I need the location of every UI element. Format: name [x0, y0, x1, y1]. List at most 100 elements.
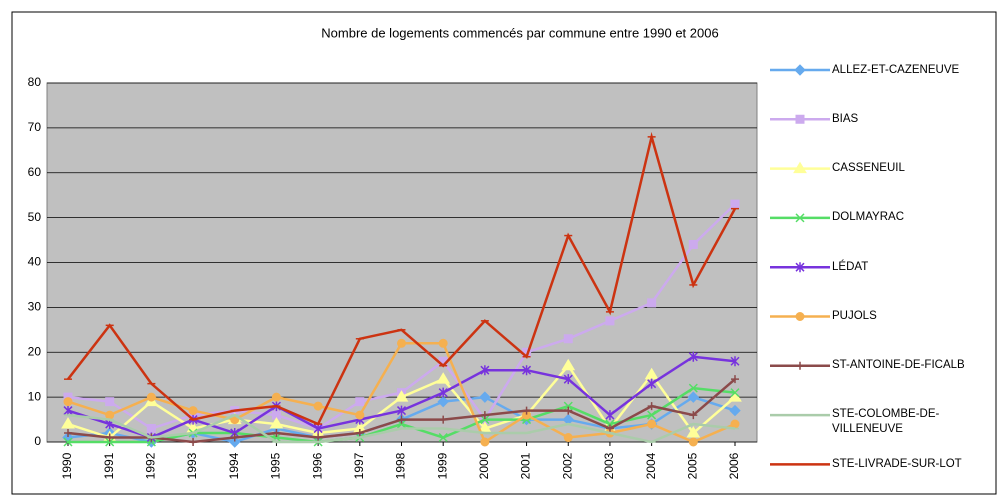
y-tick-label: 20 — [28, 344, 42, 358]
marker — [564, 406, 573, 415]
marker — [479, 391, 491, 403]
y-tick-label: 40 — [28, 255, 42, 269]
x-tick-label: 2006 — [727, 452, 741, 479]
marker — [480, 437, 490, 447]
marker — [605, 316, 615, 326]
marker — [394, 390, 409, 402]
marker — [730, 356, 740, 367]
marker — [729, 404, 741, 417]
marker — [688, 240, 698, 250]
marker — [689, 411, 698, 420]
marker — [355, 397, 365, 407]
x-tick-label: 1994 — [227, 452, 241, 479]
marker — [438, 432, 448, 443]
marker — [480, 365, 490, 376]
y-tick-label: 0 — [34, 434, 41, 448]
marker — [63, 405, 73, 416]
marker — [105, 433, 114, 442]
marker — [605, 424, 614, 433]
marker — [563, 374, 573, 385]
marker — [271, 392, 281, 402]
marker — [437, 395, 449, 408]
marker — [438, 338, 448, 348]
legend-label: DOLMAYRAC — [832, 211, 904, 224]
legend-label: LÉDAT — [832, 260, 869, 273]
x-tick-label: 1998 — [394, 452, 408, 479]
marker — [796, 361, 804, 370]
marker — [480, 415, 490, 425]
marker — [647, 410, 657, 420]
marker — [522, 365, 532, 376]
x-tick-label: 1997 — [352, 452, 366, 479]
marker — [313, 401, 323, 411]
legend-label: ALLEZ-ET-CAZENEUVE — [832, 63, 960, 76]
marker — [647, 419, 657, 429]
marker — [730, 419, 740, 429]
marker — [688, 351, 698, 362]
y-tick-label: 60 — [28, 165, 42, 179]
marker — [731, 375, 739, 384]
marker — [794, 64, 806, 76]
x-tick-label: 2004 — [644, 452, 658, 479]
x-tick-label: 2000 — [477, 452, 491, 479]
y-tick-label: 30 — [28, 300, 42, 314]
marker — [188, 406, 198, 416]
marker — [730, 199, 740, 209]
marker — [561, 358, 576, 371]
marker — [63, 437, 73, 447]
marker — [105, 410, 115, 420]
marker — [522, 406, 531, 415]
marker — [61, 417, 75, 429]
marker — [563, 334, 573, 344]
marker — [563, 433, 573, 443]
marker — [563, 401, 573, 411]
x-tick-label: 2005 — [685, 452, 699, 479]
y-tick-label: 50 — [28, 210, 42, 224]
marker — [480, 411, 489, 420]
x-tick-label: 2001 — [519, 452, 533, 479]
marker — [105, 397, 115, 407]
marker — [355, 429, 364, 438]
marker — [269, 417, 284, 429]
marker — [647, 298, 657, 308]
legend-label: BIAS — [832, 112, 859, 125]
marker — [438, 387, 448, 398]
marker — [272, 429, 281, 438]
marker — [436, 372, 451, 384]
marker — [396, 405, 407, 416]
legend-label: CASSENEUIL — [832, 162, 905, 175]
marker — [64, 429, 72, 438]
marker — [795, 312, 805, 321]
marker — [397, 338, 406, 348]
x-tick-label: 1999 — [435, 452, 449, 479]
y-tick-label: 10 — [28, 389, 42, 403]
marker — [189, 438, 198, 446]
marker — [397, 415, 406, 424]
y-tick-label: 80 — [28, 75, 42, 89]
marker — [146, 424, 156, 434]
marker — [687, 391, 700, 403]
marker — [229, 436, 241, 448]
marker — [314, 433, 323, 442]
marker — [688, 437, 698, 447]
legend-label: PUJOLS — [832, 310, 877, 322]
x-tick-label: 2002 — [560, 452, 574, 479]
x-tick-label: 1992 — [144, 452, 158, 479]
marker — [793, 161, 807, 174]
marker — [795, 114, 805, 124]
x-tick-label: 2003 — [602, 452, 616, 479]
marker — [105, 437, 115, 447]
y-tick-label: 70 — [28, 120, 42, 134]
legend-label: STE-COLOMBE-DE-VILLENEUVE — [832, 408, 940, 436]
marker — [686, 426, 701, 438]
x-tick-label: 1991 — [102, 452, 116, 479]
marker — [271, 410, 281, 420]
marker — [730, 388, 740, 398]
x-tick-label: 1996 — [310, 452, 324, 479]
marker — [647, 378, 657, 389]
marker — [230, 433, 239, 442]
legend-label: STE-LIVRADE-SUR-LOT — [832, 457, 962, 470]
x-tick-label: 1995 — [269, 452, 283, 479]
